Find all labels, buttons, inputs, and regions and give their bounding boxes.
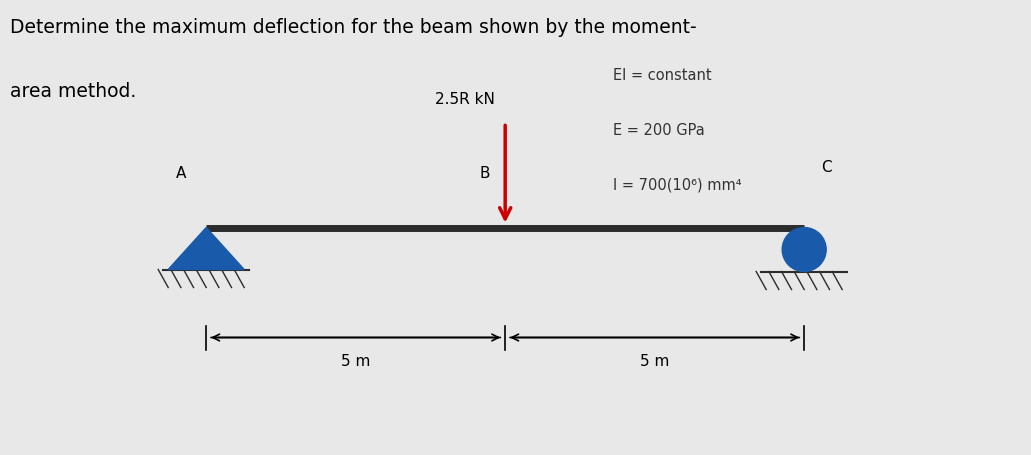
Text: A: A — [176, 166, 187, 181]
Text: I = 700(10⁶) mm⁴: I = 700(10⁶) mm⁴ — [613, 177, 742, 192]
Text: Determine the maximum deflection for the beam shown by the moment-: Determine the maximum deflection for the… — [10, 18, 697, 37]
Polygon shape — [168, 228, 244, 269]
Text: C: C — [821, 161, 831, 176]
Ellipse shape — [783, 228, 826, 272]
Text: EI = constant: EI = constant — [613, 68, 712, 83]
Text: 2.5R kN: 2.5R kN — [435, 92, 495, 107]
Text: area method.: area method. — [10, 82, 136, 101]
Text: 5 m: 5 m — [640, 354, 669, 369]
Text: B: B — [480, 166, 491, 181]
Text: 5 m: 5 m — [341, 354, 370, 369]
Text: E = 200 GPa: E = 200 GPa — [613, 123, 705, 138]
